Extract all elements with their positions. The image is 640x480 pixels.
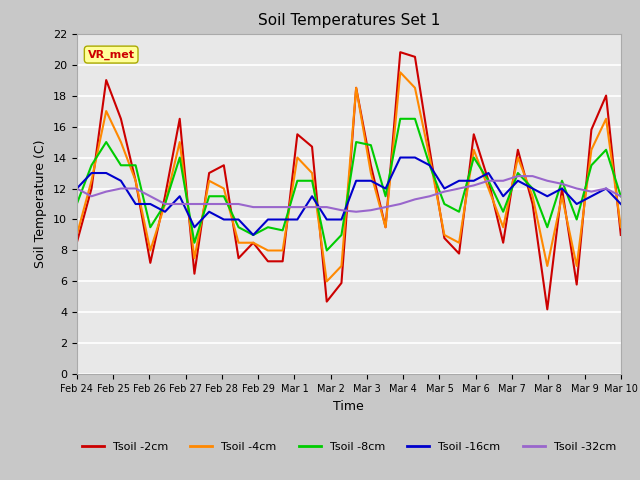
Text: VR_met: VR_met: [88, 49, 134, 60]
Title: Soil Temperatures Set 1: Soil Temperatures Set 1: [258, 13, 440, 28]
Y-axis label: Soil Temperature (C): Soil Temperature (C): [35, 140, 47, 268]
Legend: Tsoil -2cm, Tsoil -4cm, Tsoil -8cm, Tsoil -16cm, Tsoil -32cm: Tsoil -2cm, Tsoil -4cm, Tsoil -8cm, Tsoi…: [77, 438, 621, 457]
X-axis label: Time: Time: [333, 400, 364, 413]
